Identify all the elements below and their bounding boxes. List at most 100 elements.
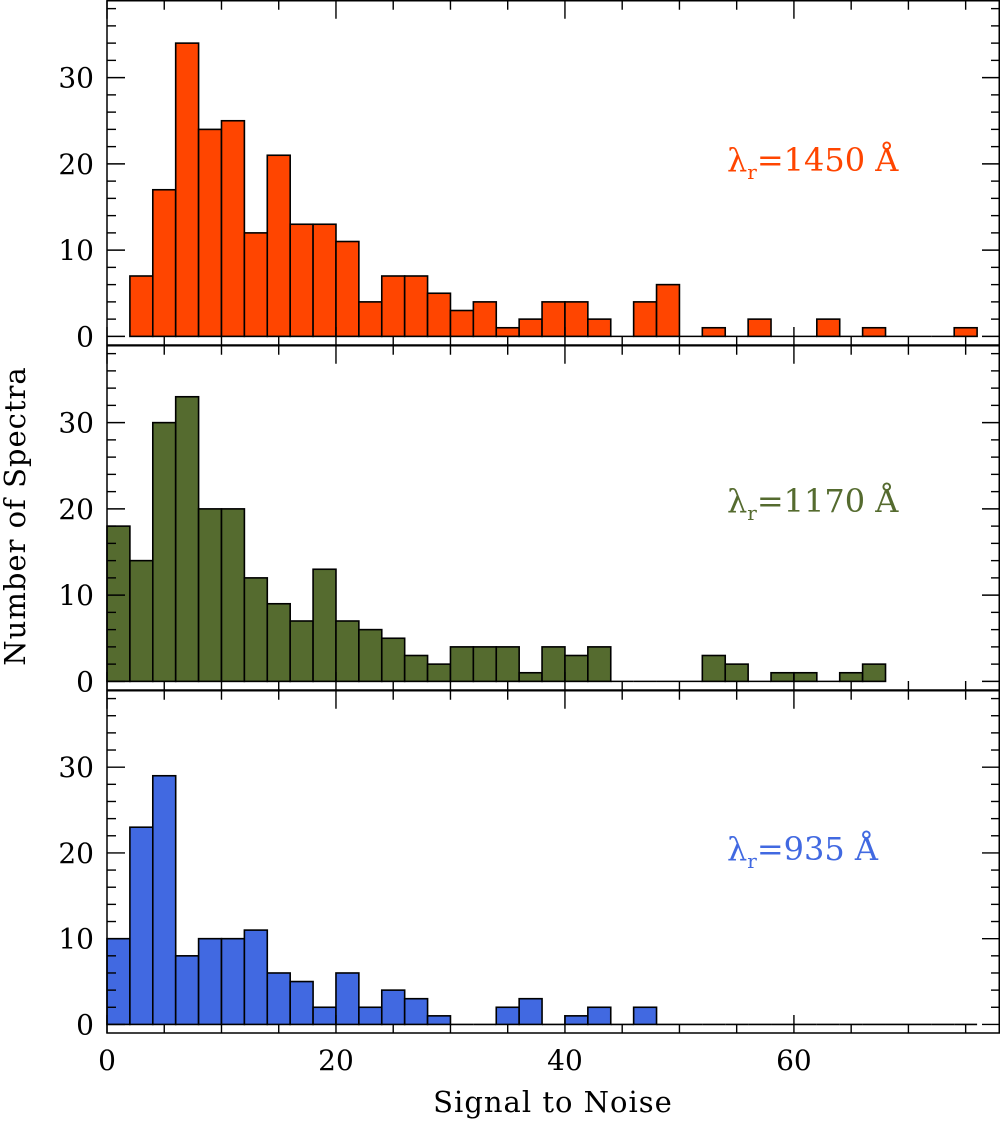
bar bbox=[701, 326, 727, 338]
y-tick-label: 20 bbox=[58, 493, 94, 526]
y-tick-label: 0 bbox=[76, 665, 94, 698]
x-tick-label: 0 bbox=[98, 1044, 116, 1077]
bar bbox=[587, 318, 612, 338]
bar bbox=[289, 620, 314, 683]
bar bbox=[266, 972, 291, 1026]
panel-frame bbox=[106, 690, 1000, 1034]
bar bbox=[358, 1006, 383, 1026]
bar bbox=[358, 301, 383, 338]
bar bbox=[380, 637, 406, 683]
bars-935 bbox=[106, 774, 978, 1026]
bars-1170 bbox=[106, 395, 887, 683]
y-tick-label: 30 bbox=[58, 62, 94, 95]
panel-label-subscript: r bbox=[747, 501, 757, 525]
bar bbox=[632, 1006, 658, 1026]
bar bbox=[197, 128, 223, 338]
bar bbox=[151, 774, 177, 1026]
bar bbox=[243, 232, 269, 338]
y-tick-label: 0 bbox=[76, 320, 94, 353]
y-tick-label: 20 bbox=[58, 148, 94, 181]
bar bbox=[541, 301, 566, 338]
bar bbox=[403, 997, 429, 1026]
y-tick-label: 30 bbox=[58, 751, 94, 784]
bar bbox=[564, 1015, 589, 1026]
bar bbox=[220, 119, 246, 338]
bar bbox=[335, 972, 360, 1026]
bar bbox=[495, 326, 520, 338]
bar bbox=[632, 301, 658, 338]
bar bbox=[449, 309, 475, 338]
bar bbox=[151, 188, 177, 338]
y-axis-title: Number of Spectra bbox=[0, 366, 32, 665]
bar bbox=[564, 301, 589, 338]
bar bbox=[426, 1015, 452, 1026]
bar bbox=[129, 275, 154, 338]
y-tick-label: 10 bbox=[58, 923, 94, 956]
y-tick-label: 0 bbox=[76, 1008, 94, 1041]
bar bbox=[861, 663, 887, 683]
bar bbox=[335, 240, 360, 338]
bar bbox=[243, 929, 269, 1026]
bar bbox=[495, 1006, 520, 1026]
bar bbox=[472, 646, 498, 683]
bar bbox=[220, 508, 246, 683]
bar bbox=[472, 301, 498, 338]
bar bbox=[106, 525, 131, 683]
bar bbox=[587, 646, 612, 683]
panel-label-935: λr=935 Å bbox=[727, 830, 879, 873]
bar bbox=[518, 997, 543, 1026]
bar bbox=[174, 955, 200, 1026]
bar bbox=[335, 620, 360, 683]
bar bbox=[289, 980, 314, 1026]
bar bbox=[312, 1006, 337, 1026]
bar bbox=[243, 577, 269, 683]
bar bbox=[129, 826, 154, 1026]
x-tick-label: 20 bbox=[318, 1044, 354, 1077]
bar bbox=[380, 989, 406, 1026]
bar bbox=[724, 663, 749, 683]
bar bbox=[174, 42, 200, 338]
panel-1170: 0 10 20 30 λr=1170 Å bbox=[58, 345, 1000, 698]
panel-label-value: =1450 Å bbox=[757, 141, 899, 179]
bar bbox=[129, 559, 154, 683]
y-tick-label: 20 bbox=[58, 837, 94, 870]
panel-label-subscript: r bbox=[747, 160, 757, 184]
bar bbox=[174, 395, 200, 683]
bar bbox=[403, 654, 429, 683]
bar bbox=[312, 223, 337, 338]
bar bbox=[197, 937, 223, 1026]
bar bbox=[495, 646, 520, 683]
bar bbox=[289, 223, 314, 338]
bar bbox=[747, 318, 772, 338]
panel-1450: 0 10 20 30 λr=1450 Å bbox=[58, 0, 1000, 353]
bar bbox=[403, 275, 429, 338]
panel-label-symbol: λ bbox=[727, 141, 747, 179]
bar bbox=[838, 671, 864, 683]
bar bbox=[380, 275, 406, 338]
bar bbox=[701, 654, 727, 683]
bar bbox=[587, 1006, 612, 1026]
panel-label-1450: λr=1450 Å bbox=[727, 141, 899, 184]
bar bbox=[861, 326, 887, 338]
bar bbox=[816, 318, 841, 338]
bar bbox=[266, 602, 291, 683]
y-tick-label: 10 bbox=[58, 234, 94, 267]
bar bbox=[220, 937, 246, 1026]
x-tick-label: 40 bbox=[547, 1044, 583, 1077]
bar bbox=[197, 508, 223, 683]
bars-1450 bbox=[129, 42, 978, 338]
bar bbox=[358, 628, 383, 683]
panel-label-1170: λr=1170 Å bbox=[727, 482, 899, 525]
bar bbox=[518, 318, 543, 338]
bar bbox=[793, 671, 818, 683]
bar bbox=[426, 663, 452, 683]
bar bbox=[426, 292, 452, 338]
bar bbox=[266, 154, 291, 338]
bar bbox=[449, 646, 475, 683]
x-tick-label: 60 bbox=[776, 1044, 812, 1077]
panel-935: 0 10 20 30 λr=935 Å bbox=[58, 690, 1000, 1041]
bar bbox=[518, 671, 543, 683]
bar bbox=[655, 283, 681, 338]
